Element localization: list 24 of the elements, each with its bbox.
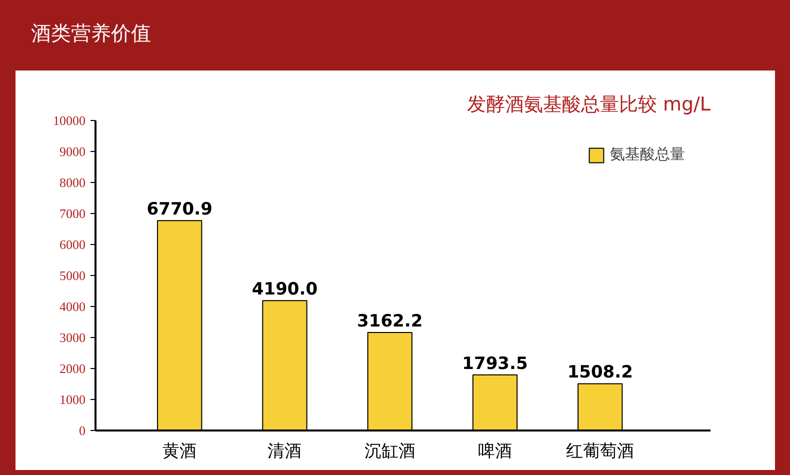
x-tick-label: 啤酒 xyxy=(478,442,512,460)
y-tick-label: 6000 xyxy=(60,237,86,252)
data-label: 4190.0 xyxy=(252,280,318,300)
x-tick-label: 清酒 xyxy=(268,442,302,460)
y-tick-label: 8000 xyxy=(60,175,86,190)
chart-subtitle: 发酵酒氨基酸总量比较 mg/L xyxy=(466,94,711,116)
data-label: 1793.5 xyxy=(462,354,528,374)
x-tick-label: 黄酒 xyxy=(162,442,197,460)
y-tick-label: 4000 xyxy=(60,299,86,314)
y-tick-label: 5000 xyxy=(60,268,86,283)
y-tick-label: 2000 xyxy=(60,361,86,376)
y-tick-label: 1000 xyxy=(60,392,86,407)
y-tick-label: 10000 xyxy=(53,113,86,128)
y-tick-label: 3000 xyxy=(60,330,86,345)
x-tick-label: 红葡萄酒 xyxy=(566,442,634,460)
x-tick-label: 沉缸酒 xyxy=(364,442,416,460)
data-label: 1508.2 xyxy=(567,362,633,383)
data-label: 6770.9 xyxy=(146,200,212,220)
chart-title: 酒类营养价值 xyxy=(31,20,151,47)
data-label: 3162.2 xyxy=(357,311,423,332)
y-tick-label: 9000 xyxy=(60,144,86,159)
legend-label: 氨基酸总量 xyxy=(610,145,685,164)
y-tick-label: 0 xyxy=(79,423,86,438)
y-tick-label: 7000 xyxy=(60,206,86,221)
